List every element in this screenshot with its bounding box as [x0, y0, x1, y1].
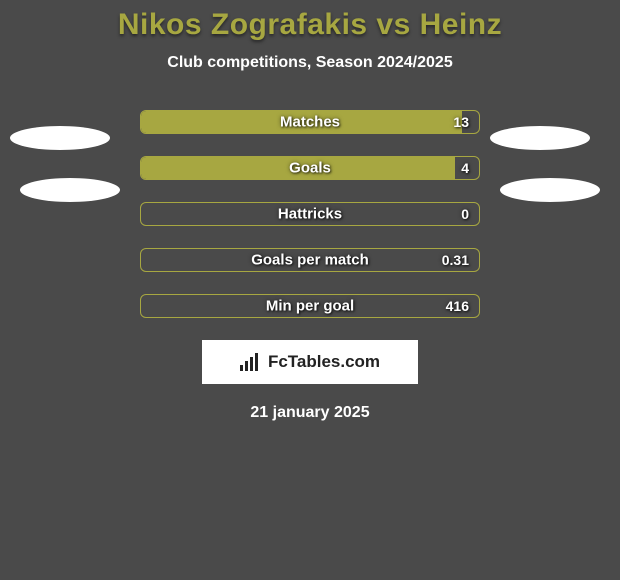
bar-label: Min per goal [266, 298, 354, 315]
bar-track: Goals 4 [140, 156, 480, 180]
bar-value: 416 [446, 298, 469, 314]
bar-track: Min per goal 416 [140, 294, 480, 318]
page-title: Nikos Zografakis vs Heinz [0, 0, 620, 42]
bar-value: 4 [461, 160, 469, 176]
bar-track: Goals per match 0.31 [140, 248, 480, 272]
footer-logo: FcTables.com [202, 340, 418, 384]
footer-date: 21 january 2025 [0, 404, 620, 422]
bar-value: 13 [453, 114, 469, 130]
footer-logo-text: FcTables.com [268, 352, 380, 372]
decorative-ellipse [10, 126, 110, 150]
subtitle-text: Club competitions, Season 2024/2025 [167, 54, 452, 71]
bar-label: Matches [280, 114, 340, 131]
bar-track: Matches 13 [140, 110, 480, 134]
bar-value: 0.31 [442, 252, 469, 268]
bar-row: Min per goal 416 [0, 294, 620, 318]
page-subtitle: Club competitions, Season 2024/2025 [0, 54, 620, 72]
title-text: Nikos Zografakis vs Heinz [118, 8, 502, 41]
date-text: 21 january 2025 [250, 404, 369, 421]
bars-icon [240, 353, 262, 371]
bar-row: Hattricks 0 [0, 202, 620, 226]
decorative-ellipse [490, 126, 590, 150]
bar-label: Goals [289, 160, 331, 177]
decorative-ellipse [500, 178, 600, 202]
bar-row: Goals per match 0.31 [0, 248, 620, 272]
bar-value: 0 [461, 206, 469, 222]
bar-row: Goals 4 [0, 156, 620, 180]
decorative-ellipse [20, 178, 120, 202]
bar-label: Goals per match [251, 252, 369, 269]
bar-track: Hattricks 0 [140, 202, 480, 226]
bar-label: Hattricks [278, 206, 342, 223]
